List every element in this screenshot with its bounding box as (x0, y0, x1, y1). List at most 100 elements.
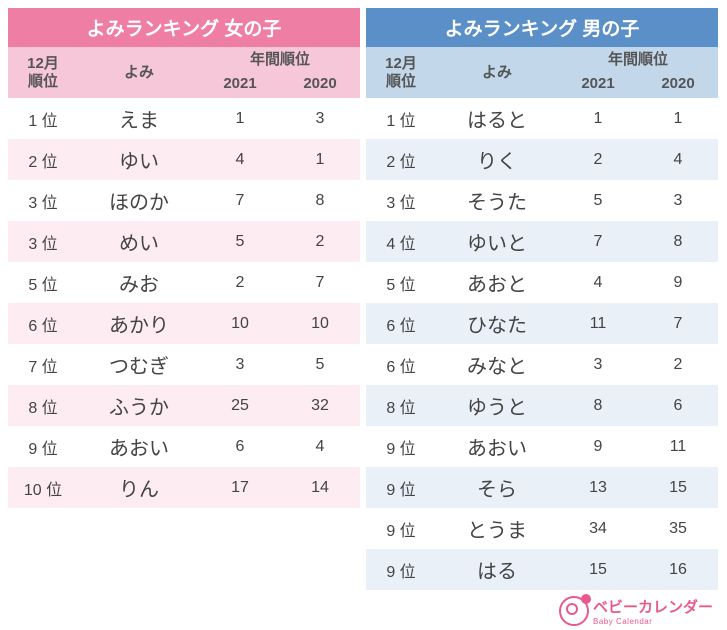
year-2021-cell: 34 (558, 508, 638, 549)
table-row: 1 位えま13 (8, 98, 360, 139)
table-row: 6 位みなと32 (366, 344, 718, 385)
year-2020-cell: 1 (280, 139, 360, 180)
table-title: よみランキング 男の子 (366, 8, 718, 47)
rank-cell: 9 位 (8, 426, 78, 467)
year-2021-cell: 3 (200, 344, 280, 385)
rank-cell: 6 位 (366, 303, 436, 344)
year-2021-cell: 4 (558, 262, 638, 303)
footer-logo: ベビーカレンダー Baby Calendar (8, 596, 719, 626)
yomi-cell: ゆいと (436, 221, 558, 262)
year-2020-cell: 2 (638, 344, 718, 385)
yomi-cell: はる (436, 549, 558, 590)
year-2020-cell: 7 (638, 303, 718, 344)
year-2020-cell: 10 (280, 303, 360, 344)
col-header-2020: 2020 (638, 73, 718, 98)
col-header-year-group: 年間順位 (558, 47, 718, 73)
year-2021-cell: 4 (200, 139, 280, 180)
table-row: 9 位とうま3435 (366, 508, 718, 549)
yomi-cell: あおい (78, 426, 200, 467)
year-2020-cell: 8 (638, 221, 718, 262)
col-header-yomi: よみ (436, 47, 558, 98)
yomi-cell: ゆい (78, 139, 200, 180)
yomi-cell: そうた (436, 180, 558, 221)
year-2020-cell: 1 (638, 98, 718, 139)
yomi-cell: ゆうと (436, 385, 558, 426)
yomi-cell: つむぎ (78, 344, 200, 385)
table-row: 5 位あおと49 (366, 262, 718, 303)
year-2021-cell: 17 (200, 467, 280, 508)
year-2020-cell: 14 (280, 467, 360, 508)
year-2020-cell: 7 (280, 262, 360, 303)
rank-cell: 9 位 (366, 467, 436, 508)
col-header-2021: 2021 (200, 73, 280, 98)
yomi-cell: ふうか (78, 385, 200, 426)
table-row: 9 位はる1516 (366, 549, 718, 590)
yomi-cell: はると (436, 98, 558, 139)
year-2021-cell: 2 (200, 262, 280, 303)
rank-cell: 3 位 (366, 180, 436, 221)
year-2021-cell: 5 (200, 221, 280, 262)
yomi-cell: あおい (436, 426, 558, 467)
yomi-cell: ほのか (78, 180, 200, 221)
yomi-cell: とうま (436, 508, 558, 549)
table-row: 6 位あかり1010 (8, 303, 360, 344)
rank-cell: 10 位 (8, 467, 78, 508)
rank-cell: 3 位 (8, 221, 78, 262)
table-row: 8 位ゆうと86 (366, 385, 718, 426)
table-row: 9 位あおい911 (366, 426, 718, 467)
table-row: 7 位つむぎ35 (8, 344, 360, 385)
yomi-cell: りん (78, 467, 200, 508)
yomi-cell: みなと (436, 344, 558, 385)
year-2021-cell: 2 (558, 139, 638, 180)
year-2020-cell: 6 (638, 385, 718, 426)
col-header-year-group: 年間順位 (200, 47, 360, 73)
table-title: よみランキング 女の子 (8, 8, 360, 47)
rank-cell: 8 位 (8, 385, 78, 426)
year-2020-cell: 3 (638, 180, 718, 221)
year-2021-cell: 11 (558, 303, 638, 344)
rank-cell: 5 位 (8, 262, 78, 303)
year-2020-cell: 4 (638, 139, 718, 180)
year-2021-cell: 7 (200, 180, 280, 221)
year-2021-cell: 8 (558, 385, 638, 426)
year-2020-cell: 11 (638, 426, 718, 467)
yomi-cell: ひなた (436, 303, 558, 344)
year-2021-cell: 10 (200, 303, 280, 344)
brand-name: ベビーカレンダー (593, 599, 713, 616)
yomi-cell: りく (436, 139, 558, 180)
table-row: 3 位そうた53 (366, 180, 718, 221)
year-2020-cell: 16 (638, 549, 718, 590)
yomi-cell: めい (78, 221, 200, 262)
brand-icon (559, 596, 589, 626)
ranking-table-boys: よみランキング 男の子12月 順位よみ年間順位202120201 位はると112… (366, 8, 718, 590)
year-2021-cell: 9 (558, 426, 638, 467)
yomi-cell: あおと (436, 262, 558, 303)
col-header-2020: 2020 (280, 73, 360, 98)
table-row: 4 位ゆいと78 (366, 221, 718, 262)
table-row: 2 位ゆい41 (8, 139, 360, 180)
rank-cell: 3 位 (8, 180, 78, 221)
year-2021-cell: 25 (200, 385, 280, 426)
rank-cell: 9 位 (366, 426, 436, 467)
table-row: 9 位そら1315 (366, 467, 718, 508)
table-row: 5 位みお27 (8, 262, 360, 303)
rank-cell: 1 位 (366, 98, 436, 139)
table-row: 3 位めい52 (8, 221, 360, 262)
year-2020-cell: 9 (638, 262, 718, 303)
table-row: 8 位ふうか2532 (8, 385, 360, 426)
year-2021-cell: 1 (558, 98, 638, 139)
year-2020-cell: 4 (280, 426, 360, 467)
year-2020-cell: 32 (280, 385, 360, 426)
brand-subtitle: Baby Calendar (593, 617, 713, 626)
table-row: 9 位あおい64 (8, 426, 360, 467)
col-header-rank: 12月 順位 (366, 47, 436, 98)
year-2020-cell: 5 (280, 344, 360, 385)
rank-cell: 6 位 (366, 344, 436, 385)
rank-cell: 7 位 (8, 344, 78, 385)
rank-cell: 9 位 (366, 549, 436, 590)
year-2020-cell: 15 (638, 467, 718, 508)
brand-text-wrap: ベビーカレンダー Baby Calendar (593, 596, 713, 626)
col-header-rank: 12月 順位 (8, 47, 78, 98)
table-row: 10 位りん1714 (8, 467, 360, 508)
rank-cell: 5 位 (366, 262, 436, 303)
